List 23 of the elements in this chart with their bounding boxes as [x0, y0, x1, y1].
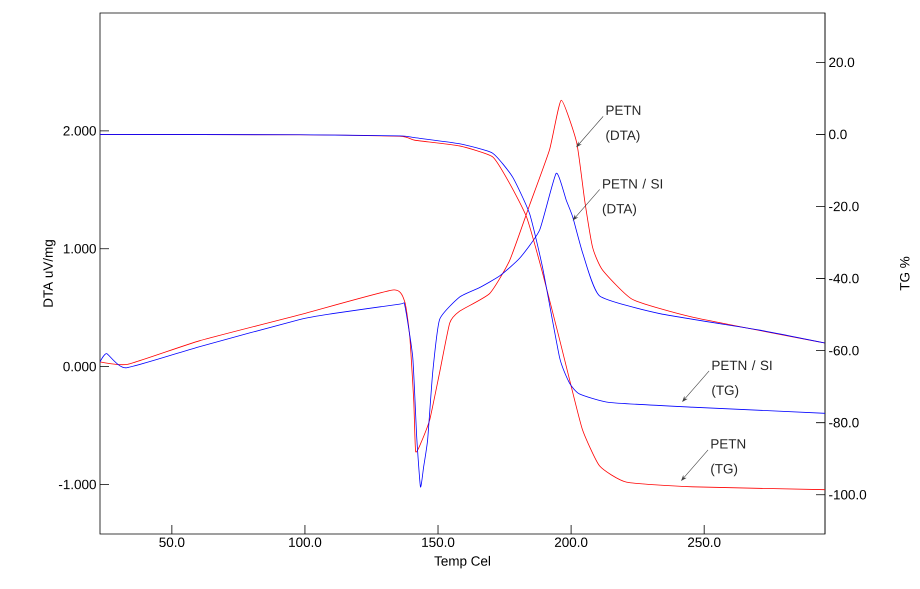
annotation: PETN (TG): [711, 439, 746, 476]
y-axis-title: DTA uV/mg: [42, 240, 56, 307]
x-tick-label: 200.0: [554, 538, 588, 548]
y2-tick-label: -80.0: [829, 418, 859, 428]
annotation: PETN / SI (TG): [712, 360, 772, 398]
y2-tick-label: -20.0: [829, 202, 859, 212]
y2-tick-label: 0.0: [829, 130, 847, 140]
y2-axis-title: TG %: [900, 256, 910, 290]
y-tick-label: 2.000: [63, 126, 96, 136]
y2-tick-label: 20.0: [829, 58, 854, 68]
y-tick-label: -1.000: [58, 480, 96, 490]
y-tick-label: 1.000: [64, 244, 96, 254]
x-axis-title: Temp Cel: [434, 556, 490, 568]
annotation: PETN / SI (DTA): [602, 178, 662, 216]
y2-tick-label: -40.0: [829, 274, 859, 284]
x-tick-label: 100.0: [289, 538, 322, 548]
y-tick-label: 0.000: [63, 362, 96, 372]
x-tick-label: 150.0: [422, 538, 454, 548]
annotation: PETN (DTA): [606, 106, 640, 143]
x-tick-label: 250.0: [688, 538, 720, 548]
y2-tick-label: -100.0: [829, 490, 866, 500]
y2-tick-label: -60.0: [829, 346, 859, 356]
x-tick-label: 50.0: [159, 538, 184, 548]
